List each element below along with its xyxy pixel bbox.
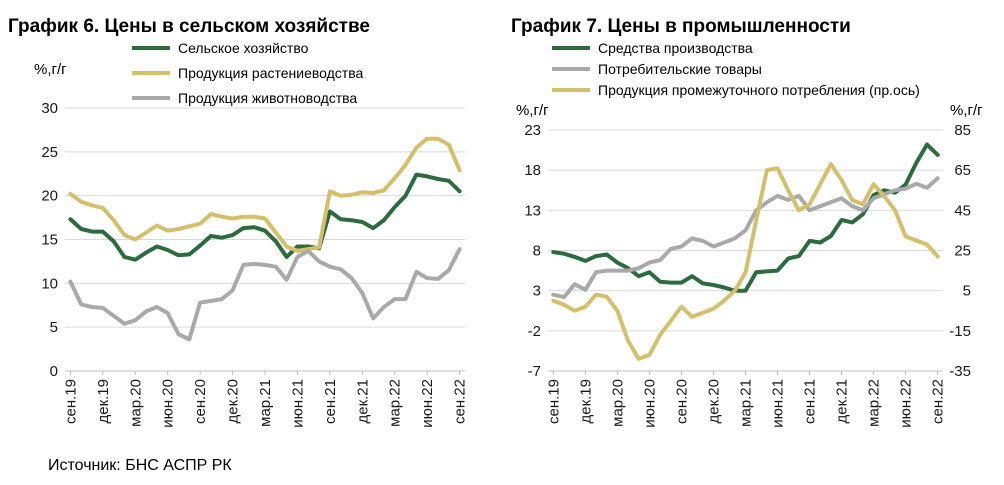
x-tick-label: сен.19 xyxy=(545,379,562,424)
y-axis-ticks-left: -7 -2 3 8 13 18 23 xyxy=(524,122,541,380)
series-line-средства-производства xyxy=(551,142,940,293)
y-axis-unit-left: %,г/г xyxy=(516,102,549,119)
series-lines xyxy=(551,142,940,361)
x-axis: сен.19 дек.19 мар.20 июн.20 сен.20 дек.20 мар.… xyxy=(62,370,469,428)
series-line-потребительские-товары xyxy=(551,176,940,300)
y-tick-label: 25 xyxy=(41,144,58,161)
y-tick-label: 0 xyxy=(50,363,58,380)
y2-tick-label: 5 xyxy=(963,283,971,300)
x-tick-label: сен.22 xyxy=(452,379,469,424)
y-axis-unit-right: %,г/г xyxy=(950,102,983,119)
x-tick-label: дек.19 xyxy=(95,379,112,424)
series-lines xyxy=(68,136,462,342)
y-tick-label: 15 xyxy=(41,232,58,249)
y-tick-label: 10 xyxy=(41,275,58,292)
y-tick-label: 18 xyxy=(524,162,541,179)
legend-label-consumer-goods: Потребительские товары xyxy=(598,61,762,77)
series-line-продукция-промежуточного-потребления-пр-ось xyxy=(551,162,940,361)
x-tick-label: сен.20 xyxy=(673,379,690,424)
x-tick-label: сен.20 xyxy=(192,379,209,424)
x-axis: сен.19 дек.19 мар.20 июн.20 сен.20 дек.20 мар.… xyxy=(545,370,947,428)
y2-tick-label: -15 xyxy=(949,323,971,340)
y-axis-ticks: 0 5 10 15 20 25 30 xyxy=(41,100,58,380)
y-tick-label: -2 xyxy=(528,323,541,340)
x-tick-label: мар.20 xyxy=(609,379,626,427)
x-tick-label: дек.21 xyxy=(834,379,851,424)
chart-title: График 6. Цены в сельском хозяйстве xyxy=(8,16,370,37)
chart-agriculture-prices: График 6. Цены в сельском хозяйстве Сель… xyxy=(8,16,469,428)
x-tick-label: сен.21 xyxy=(802,379,819,424)
x-tick-label: июн.21 xyxy=(770,379,787,428)
x-tick-label: июн.20 xyxy=(160,379,177,428)
legend: Сельское хозяйство Продукция растениевод… xyxy=(132,40,364,106)
y-axis-unit: %,г/г xyxy=(34,61,67,78)
legend-label-livestock: Продукция животноводства xyxy=(178,90,357,106)
legend: Средства производства Потребительские то… xyxy=(552,40,920,98)
y2-tick-label: 45 xyxy=(954,202,971,219)
x-tick-label: дек.20 xyxy=(705,379,722,424)
y2-tick-label: 85 xyxy=(954,122,971,139)
chart-title: График 7. Цены в промышленности xyxy=(511,16,851,37)
source-note: Источник: БНС АСПР РК xyxy=(48,457,232,474)
x-tick-label: сен.21 xyxy=(322,379,339,424)
gridlines xyxy=(548,129,943,372)
gridlines xyxy=(65,107,465,372)
y2-tick-label: 65 xyxy=(954,162,971,179)
y2-tick-label: 25 xyxy=(954,243,971,260)
x-tick-label: сен.19 xyxy=(62,379,79,424)
x-tick-label: июн.22 xyxy=(419,379,436,428)
series-line-продукция-животноводства xyxy=(68,247,462,342)
y-tick-label: -7 xyxy=(528,363,541,380)
y-tick-label: 30 xyxy=(41,100,58,117)
y-tick-label: 13 xyxy=(524,202,541,219)
legend-label-agriculture: Сельское хозяйство xyxy=(178,40,309,56)
chart-industry-prices: График 7. Цены в промышленности Средства… xyxy=(511,16,983,428)
x-tick-label: дек.19 xyxy=(577,379,594,424)
x-tick-label: сен.22 xyxy=(930,379,947,424)
series-line-продукция-растениеводства xyxy=(68,136,462,253)
y-tick-label: 20 xyxy=(41,188,58,205)
legend-label-crops: Продукция растениеводства xyxy=(178,65,364,81)
x-tick-label: мар.21 xyxy=(738,379,755,427)
x-tick-label: июн.20 xyxy=(641,379,658,428)
x-tick-label: июн.21 xyxy=(289,379,306,428)
y-tick-label: 8 xyxy=(533,243,541,260)
x-tick-label: дек.21 xyxy=(354,379,371,424)
y2-tick-label: -35 xyxy=(949,363,971,380)
y-tick-label: 5 xyxy=(50,319,58,336)
x-tick-label: июн.22 xyxy=(898,379,915,428)
series-line-сельское-хозяйство xyxy=(68,172,462,262)
x-tick-label: мар.20 xyxy=(127,379,144,427)
y-tick-label: 3 xyxy=(533,283,541,300)
x-tick-label: мар.22 xyxy=(387,379,404,427)
x-tick-label: дек.20 xyxy=(225,379,242,424)
x-tick-label: мар.22 xyxy=(866,379,883,427)
y-tick-label: 23 xyxy=(524,122,541,139)
legend-label-intermediate: Продукция промежуточного потребления (пр… xyxy=(598,82,920,98)
legend-label-means-of-production: Средства производства xyxy=(598,40,753,56)
y-axis-ticks-right: -35 -15 5 25 45 65 85 xyxy=(949,122,971,380)
x-tick-label: мар.21 xyxy=(257,379,274,427)
